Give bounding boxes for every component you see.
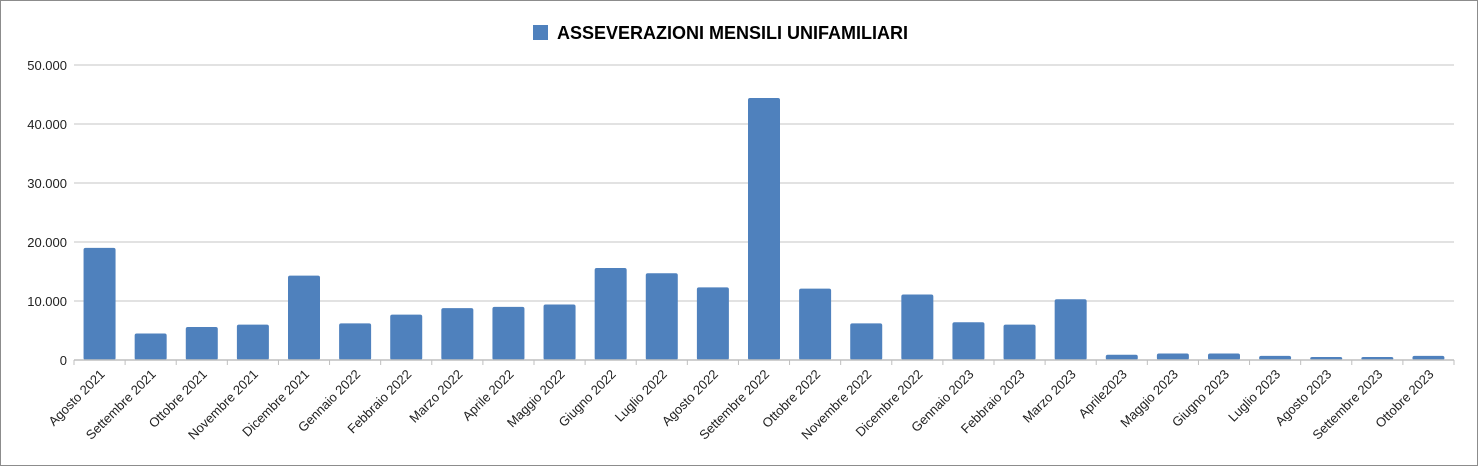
y-tick-label: 30.000: [27, 176, 67, 191]
bar: [288, 275, 320, 360]
legend-swatch: [533, 25, 548, 40]
bar: [339, 323, 372, 360]
bar: [1259, 355, 1292, 360]
bar: [1208, 353, 1240, 360]
bar: [185, 326, 218, 360]
bar: [799, 288, 832, 360]
bars: [83, 98, 1445, 360]
bar: [850, 323, 883, 360]
y-tick-label: 20.000: [27, 235, 67, 250]
bar: [1412, 355, 1445, 360]
bar: [390, 314, 423, 360]
y-axis-tick-labels: 0 10.000 20.000 30.000 40.000 50.000: [27, 58, 67, 368]
x-tick-label: Marzo 2023: [1020, 367, 1079, 426]
x-axis: [73, 359, 1455, 365]
bar: [236, 324, 269, 360]
bar: [134, 333, 167, 360]
bar: [696, 287, 729, 360]
bar: [594, 267, 627, 360]
bar: [441, 308, 474, 360]
bar: [748, 98, 780, 360]
x-tick-label: Marzo 2022: [406, 367, 465, 426]
bar: [492, 306, 525, 360]
bar: [83, 247, 116, 360]
bar: [952, 322, 985, 360]
bar: [1003, 324, 1036, 360]
y-tick-label: 50.000: [27, 58, 67, 73]
y-tick-label: 10.000: [27, 294, 67, 309]
y-tick-label: 40.000: [27, 117, 67, 132]
legend: ASSEVERAZIONI MENSILI UNIFAMILIARI: [533, 23, 908, 43]
x-tick-label: Aprile2023: [1075, 367, 1130, 422]
legend-label: ASSEVERAZIONI MENSILI UNIFAMILIARI: [557, 23, 908, 43]
bar: [543, 304, 576, 360]
bar: [1054, 299, 1087, 360]
bar: [1105, 354, 1138, 360]
bar: [901, 294, 934, 360]
y-tick-label: 0: [60, 353, 67, 368]
bar: [1156, 353, 1189, 360]
bar: [645, 273, 678, 360]
